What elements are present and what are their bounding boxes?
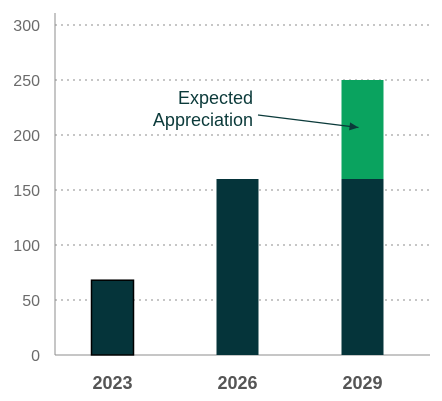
- annotation-line-2: Appreciation: [153, 110, 253, 130]
- y-tick-label: 0: [31, 348, 40, 365]
- bar-2029-series-1: [341, 179, 384, 355]
- y-tick-label: 300: [13, 18, 40, 35]
- annotation-arrowhead: [349, 122, 359, 131]
- x-tick-label: 2029: [342, 373, 382, 393]
- x-tick-label: 2023: [92, 373, 132, 393]
- y-tick-label: 50: [22, 293, 40, 310]
- y-tick-label: 250: [13, 73, 40, 90]
- annotation-arrow: [257, 114, 359, 129]
- bar-2029-series-2: [341, 80, 384, 179]
- bar-2023-series-1: [90, 279, 135, 356]
- y-axis: 0 50 100 150 200 250 300: [13, 13, 430, 365]
- x-axis: 2023 2026 2029: [92, 373, 382, 393]
- x-tick-label: 2026: [217, 373, 257, 393]
- y-tick-label: 200: [13, 128, 40, 145]
- bar-2026-series-1: [216, 179, 259, 355]
- y-tick-label: 150: [13, 183, 40, 200]
- y-tick-label: 100: [13, 238, 40, 255]
- annotation-line-1: Expected: [178, 88, 253, 108]
- bars: [90, 80, 384, 356]
